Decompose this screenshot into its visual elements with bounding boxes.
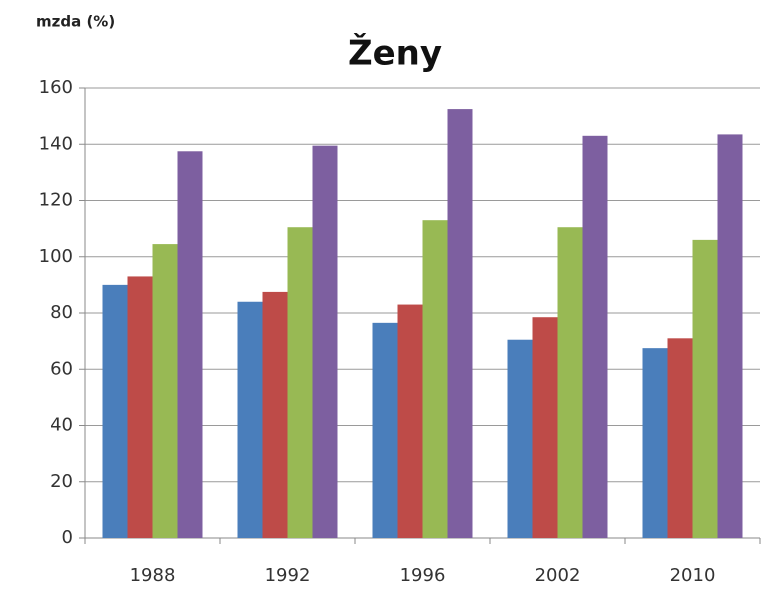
y-tick-label: 160 [39,77,73,98]
bar [642,348,668,538]
x-tick-label: 1992 [265,565,311,586]
x-tick-label: 2010 [670,565,716,586]
y-tick-label: 80 [50,302,73,323]
bar [557,227,583,538]
y-tick-label: 140 [39,133,73,154]
bar [667,338,693,538]
chart-title: Ženy [348,33,442,74]
x-tick-label: 1988 [130,565,176,586]
bar [102,284,128,538]
y-tick-label: 0 [62,527,73,548]
bar [692,239,718,538]
bar [717,134,743,538]
bar [152,244,178,538]
bar [507,339,533,538]
bar [127,276,153,538]
bar [262,291,288,538]
y-tick-label: 120 [39,190,73,211]
bar [287,227,313,538]
bar [237,301,263,538]
bar [397,304,423,538]
bar [422,220,448,538]
bar [177,151,203,538]
bar [372,322,398,538]
x-tick-label: 1996 [400,565,446,586]
y-tick-label: 40 [50,415,73,436]
y-tick-label: 60 [50,358,73,379]
y-tick-label: 100 [39,246,73,267]
bar [447,109,473,538]
bar [582,135,608,538]
bar [532,317,558,538]
bar [312,145,338,538]
y-tick-label: 20 [50,471,73,492]
x-tick-label: 2002 [535,565,581,586]
y-axis-label: mzda (%) [36,13,115,31]
